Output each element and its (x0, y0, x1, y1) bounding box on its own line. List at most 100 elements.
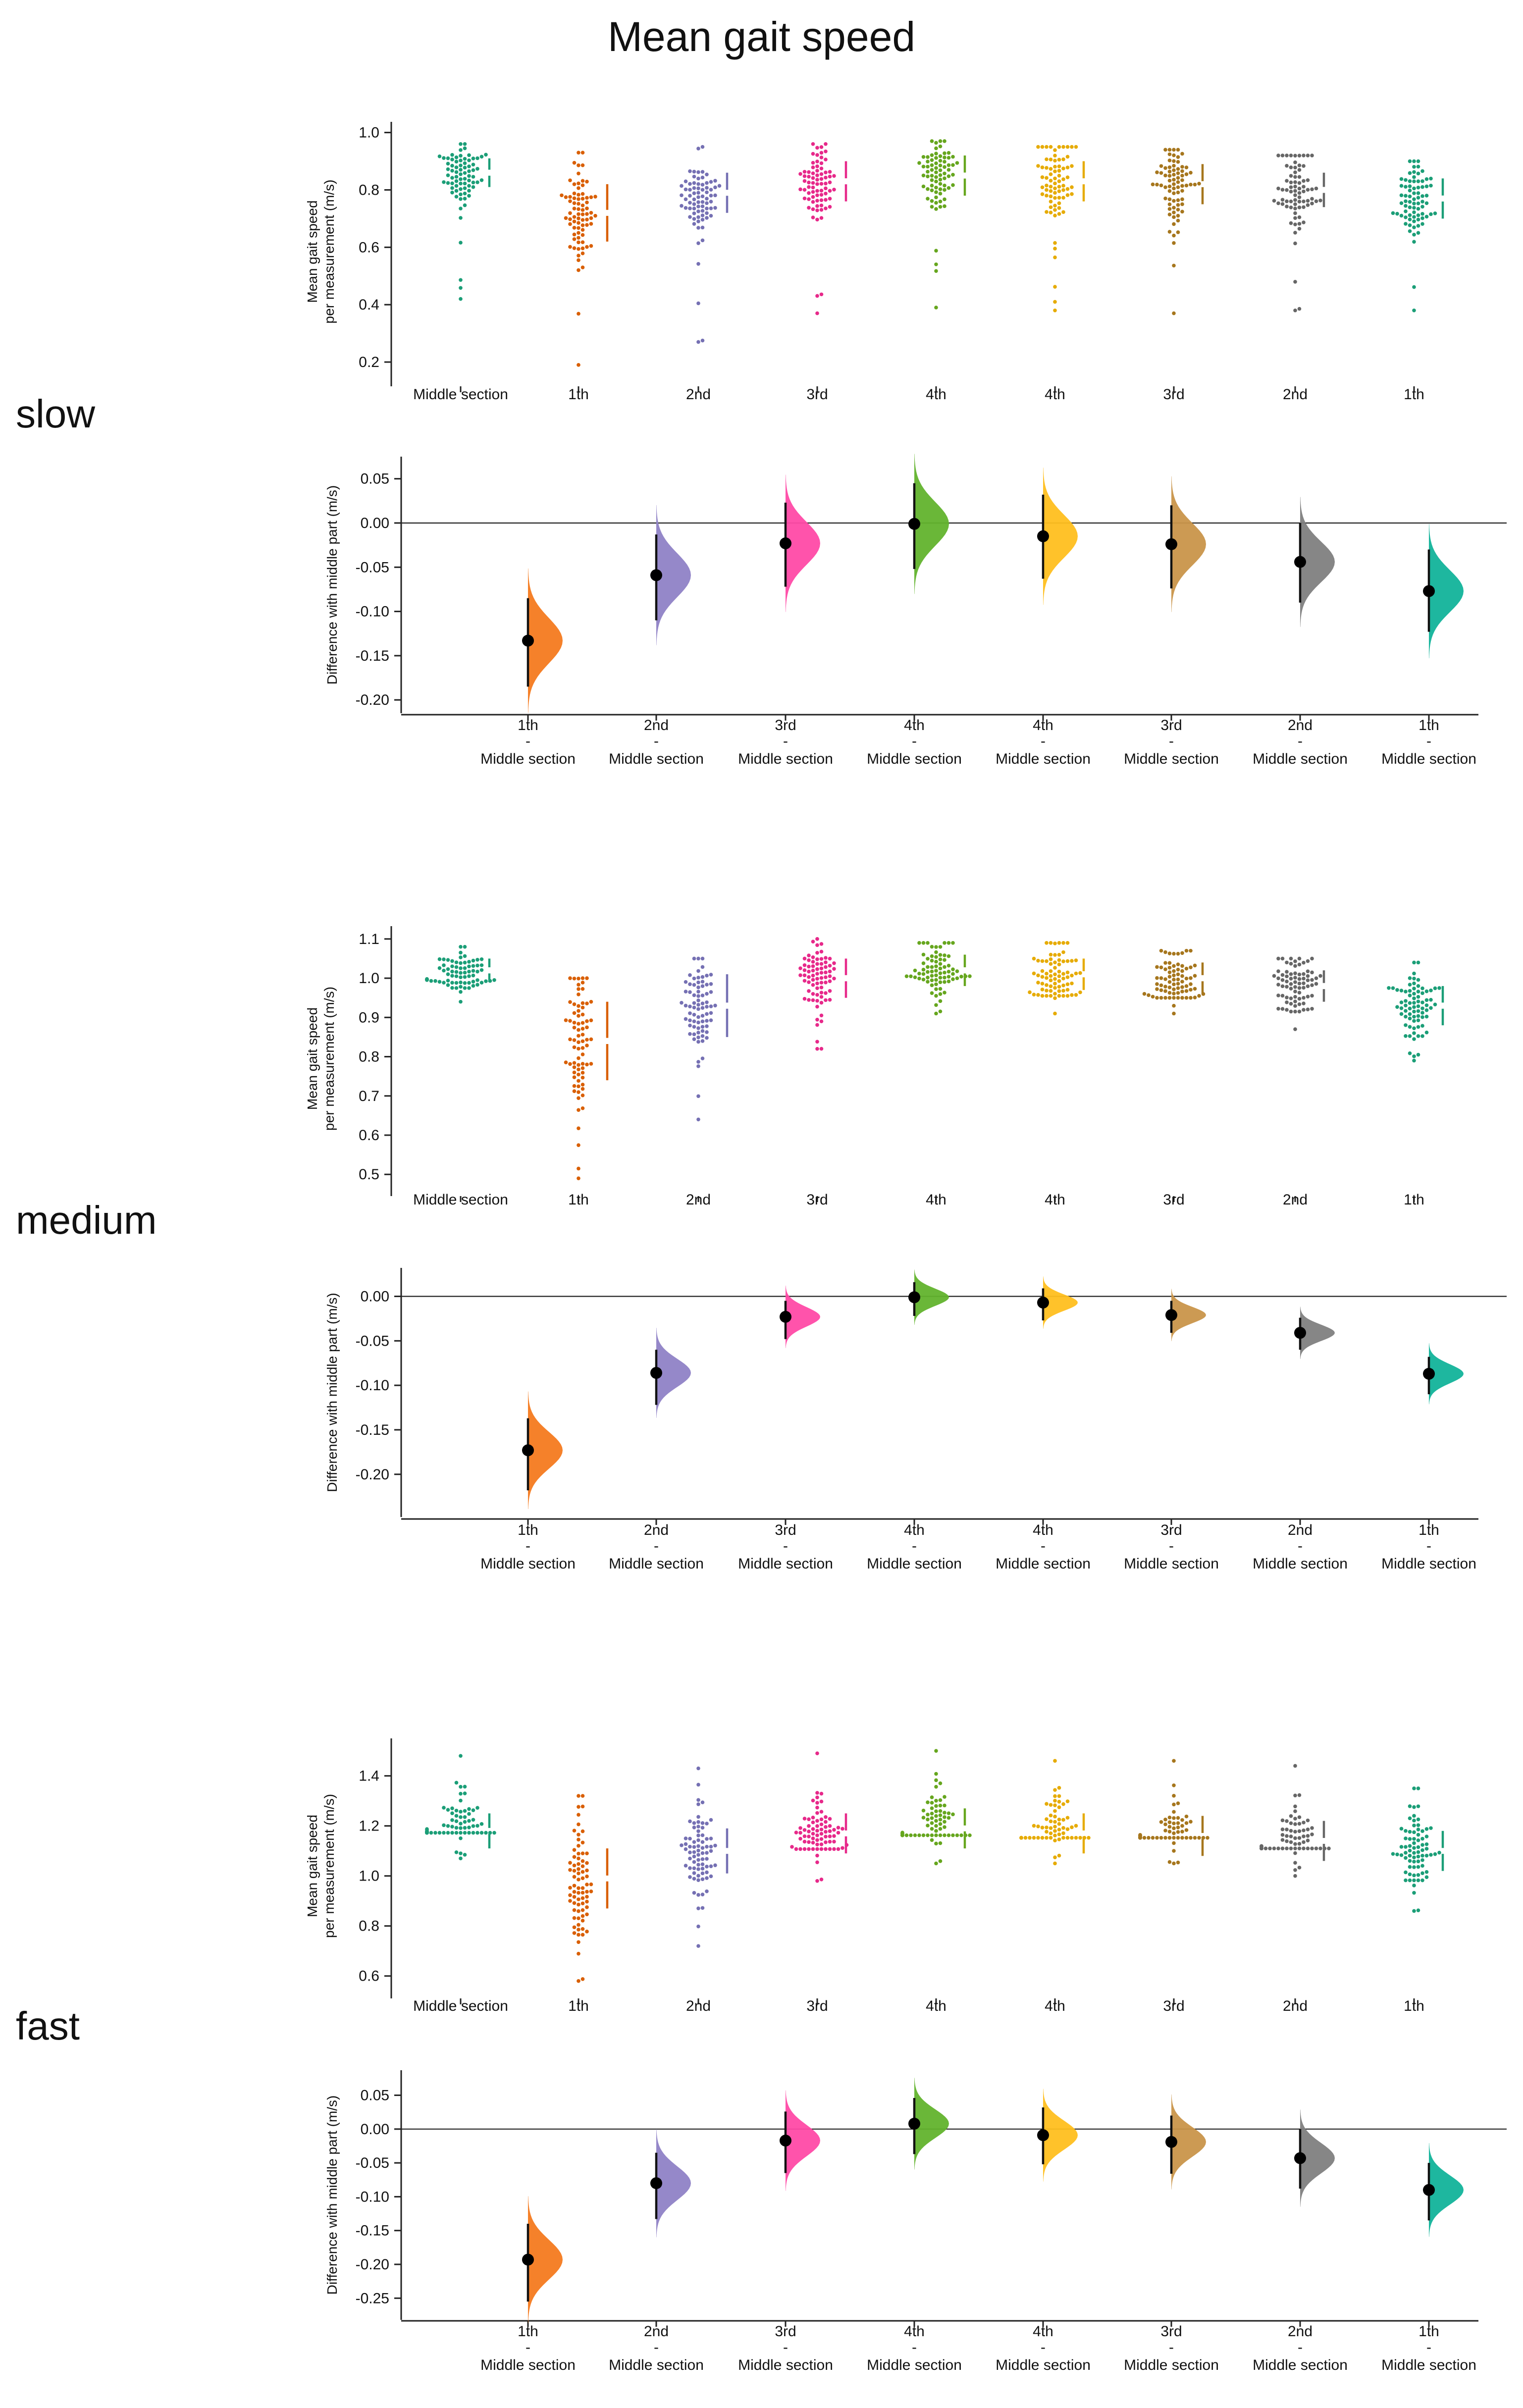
data-point (1306, 188, 1310, 192)
data-point (819, 1810, 824, 1814)
data-point (819, 156, 824, 159)
y-tick-label: 0.05 (361, 2088, 389, 2104)
data-point (943, 197, 946, 202)
data-point (1314, 199, 1318, 204)
data-point (692, 1019, 696, 1023)
data-point (459, 944, 463, 949)
data-point (564, 1018, 568, 1022)
data-point (926, 975, 930, 980)
data-point (930, 1833, 934, 1837)
data-point (1172, 995, 1176, 1000)
data-point (454, 175, 459, 179)
data-point (938, 163, 943, 167)
x-tick-label: 4th (904, 717, 925, 733)
data-point (688, 188, 692, 192)
data-point (1172, 1849, 1176, 1853)
data-point (1276, 994, 1280, 997)
data-point (454, 981, 459, 985)
data-point (807, 969, 811, 974)
data-point (700, 1862, 705, 1867)
data-point (1176, 986, 1180, 990)
data-point (938, 168, 943, 172)
data-point (1302, 205, 1306, 209)
data-point (1285, 1828, 1289, 1832)
data-point (1049, 1826, 1053, 1830)
data-point (580, 1851, 585, 1856)
data-point (1057, 1786, 1061, 1790)
data-point (1416, 984, 1420, 988)
data-point (811, 983, 815, 987)
data-point (1172, 1816, 1176, 1820)
data-point (709, 1844, 713, 1849)
data-point (1053, 1833, 1057, 1837)
data-point (1176, 213, 1180, 218)
data-point (1040, 969, 1045, 973)
data-point (580, 1001, 585, 1005)
data-point (1151, 182, 1155, 187)
data-point (946, 954, 951, 958)
data-point (1310, 1006, 1314, 1011)
data-point (1408, 229, 1412, 233)
data-point (1057, 989, 1061, 993)
data-point (938, 999, 943, 1003)
data-point (815, 1040, 819, 1044)
mean-difference-point (908, 1291, 920, 1304)
mean-difference-point (650, 569, 662, 581)
data-point (1176, 203, 1180, 207)
data-point (1293, 1868, 1297, 1872)
data-point (1416, 1025, 1420, 1029)
data-point (946, 151, 951, 155)
data-point (1180, 178, 1184, 182)
data-point (577, 1004, 580, 1008)
data-point (1065, 187, 1070, 191)
data-point (696, 1893, 700, 1897)
data-point (463, 960, 467, 965)
data-point (1408, 1859, 1412, 1863)
data-point (696, 1117, 700, 1122)
data-point (700, 1857, 705, 1861)
x-tick-label: 2nd (1288, 2323, 1313, 2340)
data-point (828, 989, 832, 993)
bootstrap-distribution (1043, 468, 1078, 605)
swarm-group-4th: 4th (900, 1749, 972, 2014)
data-point (1416, 185, 1420, 190)
x-tick-label: 1th (1404, 386, 1424, 403)
data-point (815, 1791, 819, 1795)
data-point (1424, 1842, 1429, 1846)
data-point (580, 1896, 585, 1900)
data-point (819, 172, 824, 176)
data-point (1057, 962, 1061, 967)
data-point (1306, 1833, 1310, 1838)
data-point (1285, 205, 1289, 209)
data-point (1040, 982, 1045, 986)
data-point (568, 1899, 572, 1903)
data-point (1061, 157, 1065, 161)
data-point (1272, 1846, 1276, 1850)
data-point (463, 1831, 467, 1835)
data-point (580, 1794, 585, 1798)
data-point (450, 186, 454, 190)
data-point (815, 199, 819, 203)
data-point (1159, 995, 1163, 1000)
data-point (1159, 988, 1163, 993)
x-tick-label: Middle section (413, 1192, 508, 1208)
data-point (459, 172, 463, 176)
data-point (700, 194, 705, 199)
data-point (688, 1011, 692, 1015)
data-point (1289, 1814, 1293, 1818)
data-point (943, 1825, 946, 1829)
data-point (943, 183, 946, 188)
data-point (454, 1808, 459, 1813)
data-point (1285, 1008, 1289, 1012)
x-tick-sublabel: Middle section (1253, 1556, 1348, 1572)
data-point (1172, 1821, 1176, 1826)
data-point (1310, 994, 1314, 998)
data-point (1040, 1835, 1045, 1840)
data-point (1420, 211, 1424, 216)
x-tick-label: 4th (1045, 386, 1065, 403)
data-point (1036, 145, 1040, 149)
data-point (930, 1806, 934, 1810)
swarm-group-2nd: 2nd (680, 1766, 729, 2014)
data-point (828, 1824, 832, 1828)
data-point (1293, 1027, 1297, 1031)
